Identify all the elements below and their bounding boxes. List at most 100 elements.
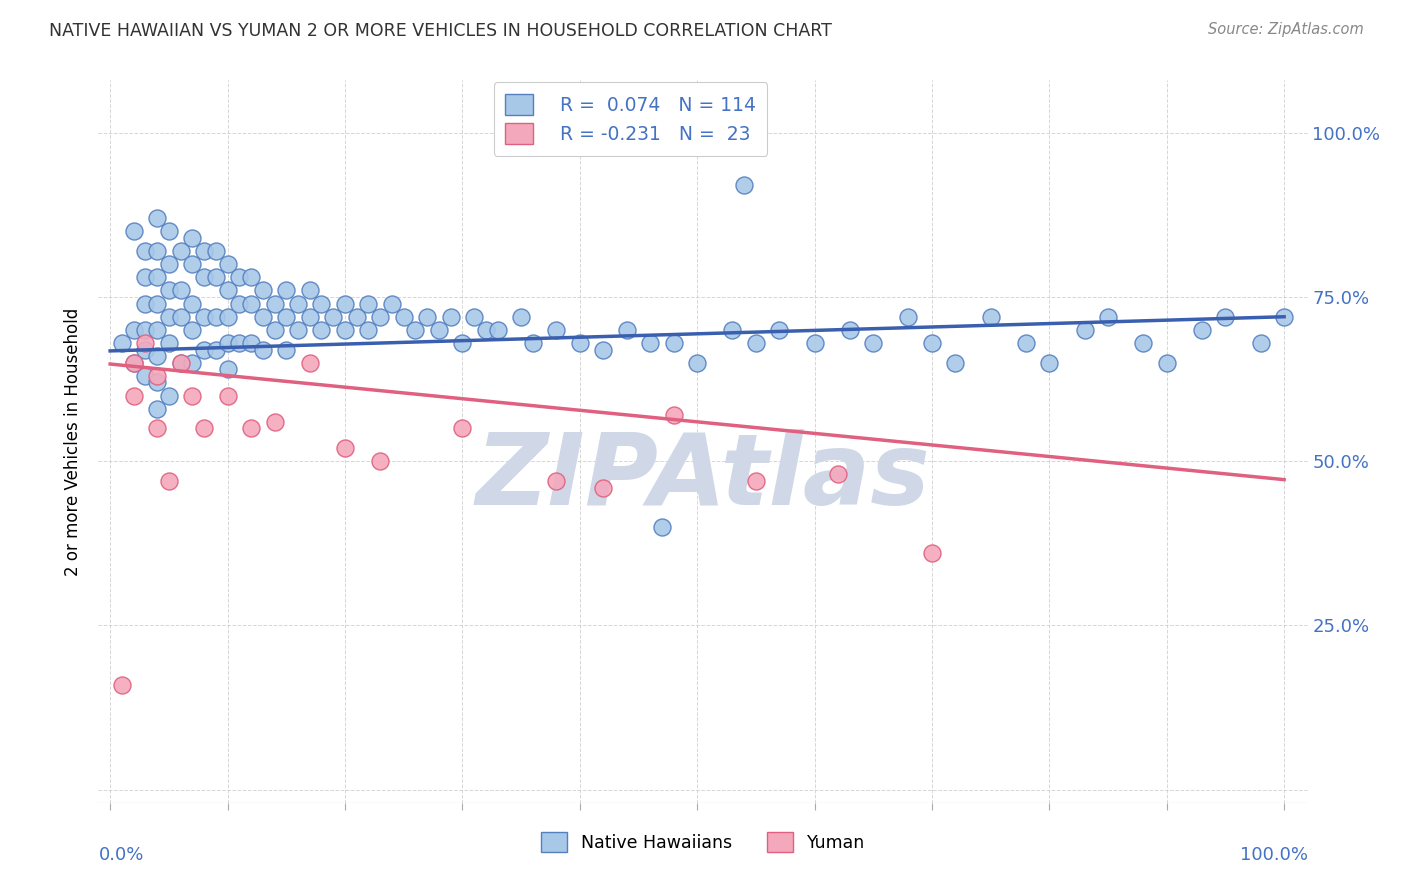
Point: [921, 546, 943, 560]
Point: [146, 323, 169, 337]
Point: [217, 257, 239, 271]
Point: [193, 310, 215, 324]
Text: Source: ZipAtlas.com: Source: ZipAtlas.com: [1208, 22, 1364, 37]
Point: [662, 336, 685, 351]
Point: [181, 356, 204, 370]
Point: [146, 376, 169, 390]
Point: [838, 323, 860, 337]
Point: [157, 474, 180, 488]
Point: [169, 244, 191, 258]
Point: [921, 336, 943, 351]
Point: [193, 343, 215, 357]
Point: [240, 296, 263, 310]
Point: [240, 421, 263, 435]
Point: [276, 310, 298, 324]
Point: [333, 441, 356, 455]
Point: [240, 336, 263, 351]
Point: [181, 388, 204, 402]
Point: [451, 336, 474, 351]
Point: [439, 310, 461, 324]
Point: [169, 356, 191, 370]
Point: [122, 356, 145, 370]
Point: [146, 401, 169, 416]
Point: [134, 270, 156, 285]
Point: [368, 310, 391, 324]
Point: [381, 296, 404, 310]
Point: [416, 310, 439, 324]
Point: [616, 323, 638, 337]
Point: [263, 323, 285, 337]
Point: [263, 415, 285, 429]
Point: [181, 323, 204, 337]
Point: [298, 356, 321, 370]
Point: [980, 310, 1002, 324]
Point: [157, 388, 180, 402]
Point: [134, 296, 156, 310]
Point: [1272, 310, 1295, 324]
Text: NATIVE HAWAIIAN VS YUMAN 2 OR MORE VEHICLES IN HOUSEHOLD CORRELATION CHART: NATIVE HAWAIIAN VS YUMAN 2 OR MORE VEHIC…: [49, 22, 832, 40]
Point: [592, 343, 614, 357]
Y-axis label: 2 or more Vehicles in Household: 2 or more Vehicles in Household: [65, 308, 83, 575]
Point: [228, 336, 250, 351]
Point: [146, 368, 169, 383]
Point: [204, 343, 226, 357]
Point: [157, 284, 180, 298]
Point: [217, 284, 239, 298]
Point: [276, 284, 298, 298]
Point: [122, 388, 145, 402]
Point: [592, 481, 614, 495]
Point: [193, 270, 215, 285]
Point: [193, 244, 215, 258]
Point: [546, 474, 568, 488]
Point: [768, 323, 790, 337]
Point: [427, 323, 450, 337]
Text: ZIPAtlas: ZIPAtlas: [475, 429, 931, 526]
Point: [169, 356, 191, 370]
Point: [228, 270, 250, 285]
Point: [721, 323, 744, 337]
Point: [510, 310, 533, 324]
Point: [945, 356, 967, 370]
Point: [733, 178, 755, 193]
Point: [638, 336, 661, 351]
Point: [146, 211, 169, 226]
Point: [546, 323, 568, 337]
Point: [263, 296, 285, 310]
Point: [111, 336, 134, 351]
Point: [392, 310, 415, 324]
Point: [1250, 336, 1272, 351]
Point: [1156, 356, 1178, 370]
Legend: Native Hawaiians, Yuman: Native Hawaiians, Yuman: [534, 825, 872, 859]
Point: [298, 310, 321, 324]
Point: [217, 310, 239, 324]
Point: [240, 270, 263, 285]
Text: 0.0%: 0.0%: [98, 847, 143, 864]
Point: [862, 336, 884, 351]
Point: [368, 454, 391, 468]
Point: [1015, 336, 1038, 351]
Point: [122, 323, 145, 337]
Point: [217, 388, 239, 402]
Point: [745, 336, 768, 351]
Point: [134, 343, 156, 357]
Point: [146, 296, 169, 310]
Point: [486, 323, 509, 337]
Point: [1191, 323, 1213, 337]
Point: [311, 323, 333, 337]
Point: [204, 244, 226, 258]
Point: [157, 224, 180, 238]
Point: [651, 520, 673, 534]
Point: [217, 336, 239, 351]
Point: [204, 310, 226, 324]
Point: [134, 323, 156, 337]
Point: [1073, 323, 1095, 337]
Point: [827, 467, 849, 482]
Point: [333, 296, 356, 310]
Point: [181, 296, 204, 310]
Point: [463, 310, 485, 324]
Point: [357, 296, 380, 310]
Point: [146, 244, 169, 258]
Point: [169, 310, 191, 324]
Point: [157, 336, 180, 351]
Point: [475, 323, 498, 337]
